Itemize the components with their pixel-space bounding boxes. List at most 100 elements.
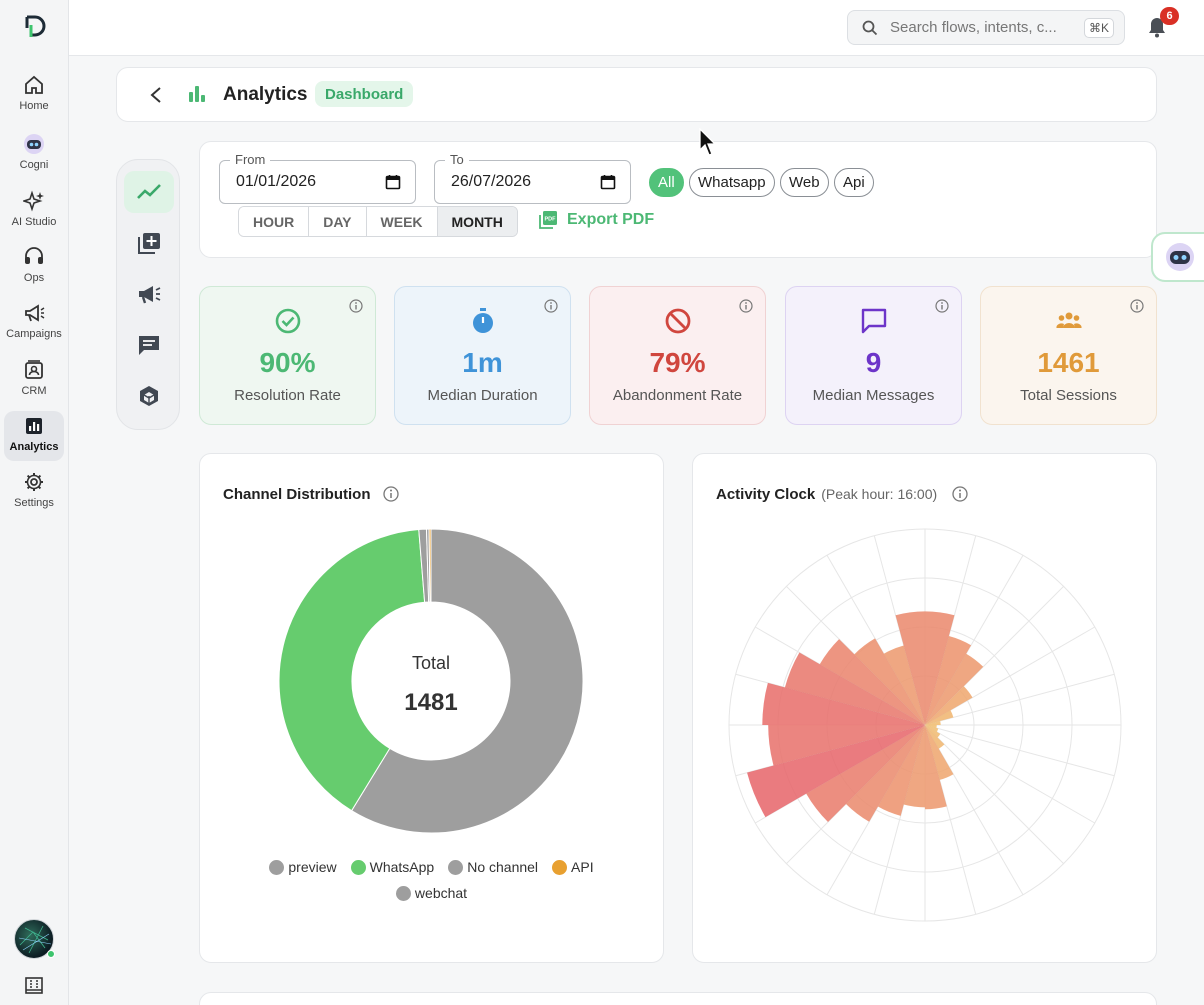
search-icon — [862, 20, 878, 35]
from-date-field[interactable]: From 01/01/2026 — [219, 152, 416, 204]
rail-campaigns-button[interactable] — [124, 273, 174, 315]
hour-bar-22[interactable] — [883, 645, 925, 725]
donut-chart: Total 1481 — [278, 528, 584, 834]
hour-bar-20[interactable] — [819, 639, 925, 725]
nav-item-settings[interactable]: Settings — [4, 467, 64, 517]
info-icon[interactable] — [349, 299, 363, 313]
message-icon — [861, 308, 886, 334]
info-icon[interactable] — [952, 486, 968, 502]
notification-badge: 6 — [1160, 7, 1179, 25]
hour-bar-23[interactable] — [895, 611, 925, 725]
hour-bar-2[interactable] — [925, 653, 984, 725]
nav-item-campaigns[interactable]: Campaigns — [4, 298, 64, 348]
nav-item-cogni[interactable]: Cogni — [4, 129, 64, 179]
bell-icon[interactable] — [1145, 15, 1169, 39]
calendar-icon[interactable] — [600, 174, 616, 190]
assistant-launcher[interactable] — [1151, 232, 1204, 282]
legend-item[interactable]: No channel — [448, 859, 538, 875]
stat-label: Median Messages — [812, 387, 935, 404]
donut-slice-api[interactable] — [428, 528, 432, 603]
legend-swatch — [395, 885, 411, 901]
legend-item[interactable]: webchat — [395, 885, 468, 901]
logo-icon[interactable] — [22, 14, 46, 40]
rail-trend-button[interactable] — [124, 171, 174, 213]
hour-bar-14[interactable] — [846, 725, 925, 822]
filters-panel: From 01/01/2026 To 26/07/2026 All Whatsa… — [199, 141, 1157, 258]
hour-bar-16[interactable] — [747, 725, 925, 818]
hour-bar-7[interactable] — [925, 725, 939, 732]
info-icon[interactable] — [739, 299, 753, 313]
granularity-week[interactable]: WEEK — [366, 207, 438, 236]
trend-line-icon — [137, 184, 161, 199]
building-icon[interactable] — [24, 975, 44, 995]
hour-bar-0[interactable] — [925, 611, 955, 725]
legend-swatch — [448, 859, 464, 875]
check-circle-icon — [275, 308, 300, 334]
legend-item[interactable]: WhatsApp — [350, 859, 435, 875]
chart-title: Activity Clock (Peak hour: 16:00) — [716, 486, 937, 503]
calendar-icon[interactable] — [385, 174, 401, 190]
nav-item-home[interactable]: Home — [4, 70, 64, 120]
channel-chip-all[interactable]: All — [649, 168, 684, 197]
stat-card-median-duration: 1m Median Duration — [394, 286, 571, 425]
info-icon[interactable] — [1130, 299, 1144, 313]
export-pdf-button[interactable]: PDF Export PDF — [538, 210, 654, 230]
megaphone-icon — [139, 286, 161, 304]
granularity-hour[interactable]: HOUR — [239, 207, 310, 236]
donut-slice-whatsapp[interactable] — [278, 528, 426, 812]
back-arrow-icon[interactable] — [147, 85, 165, 105]
hour-bar-12[interactable] — [903, 725, 925, 808]
hour-bar-9[interactable] — [925, 725, 945, 749]
pdf-icon: PDF — [539, 211, 557, 229]
hour-bar-8[interactable] — [925, 725, 941, 738]
granularity-month[interactable]: MONTH — [437, 207, 517, 236]
nav-item-analytics[interactable]: Analytics — [4, 411, 64, 461]
hour-bar-17[interactable] — [768, 725, 925, 766]
hour-bar-3[interactable] — [925, 686, 973, 725]
hour-bar-19[interactable] — [784, 652, 925, 725]
peak-hour-label: (Peak hour: 16:00) — [821, 486, 938, 502]
nav-label: Cogni — [19, 159, 49, 171]
nav-item-crm[interactable]: CRM — [4, 355, 64, 405]
hour-bar-15[interactable] — [806, 725, 925, 823]
info-icon[interactable] — [544, 299, 558, 313]
info-icon[interactable] — [383, 486, 399, 502]
legend-item[interactable]: API — [552, 859, 594, 875]
to-date-field[interactable]: To 26/07/2026 — [434, 152, 631, 204]
channel-chip-web[interactable]: Web — [780, 168, 829, 197]
add-library-icon — [138, 233, 160, 254]
legend-label: WhatsApp — [369, 859, 435, 875]
hour-bar-10[interactable] — [925, 725, 954, 780]
home-icon — [25, 75, 43, 94]
activity-clock-card: Activity Clock (Peak hour: 16:00) — [692, 453, 1157, 963]
search-input[interactable]: Search flows, intents, c... ⌘K — [847, 10, 1125, 45]
hour-bar-21[interactable] — [854, 638, 925, 725]
from-label: From — [230, 152, 271, 167]
legend-swatch — [552, 859, 568, 875]
legend-item[interactable]: preview — [269, 859, 337, 875]
legend-label: webchat — [414, 885, 468, 901]
channel-chip-api[interactable]: Api — [834, 168, 874, 197]
hour-bar-4[interactable] — [925, 710, 954, 725]
hour-bar-13[interactable] — [877, 725, 925, 816]
avatar[interactable] — [14, 919, 54, 959]
hour-bar-5[interactable] — [925, 720, 941, 725]
people-icon — [1055, 312, 1082, 328]
legend-label: preview — [288, 859, 337, 875]
hour-bar-18[interactable] — [762, 682, 925, 725]
nav-item-ai-studio[interactable]: AI Studio — [4, 186, 64, 236]
channel-chip-whatsapp[interactable]: Whatsapp — [689, 168, 775, 197]
granularity-day[interactable]: DAY — [309, 207, 367, 236]
nav-item-ops[interactable]: Ops — [4, 242, 64, 292]
hour-bar-1[interactable] — [925, 636, 972, 725]
hour-bar-11[interactable] — [925, 725, 947, 810]
nav-label: Ops — [23, 272, 45, 284]
donut-slice-preview[interactable] — [350, 528, 584, 834]
rail-messages-button[interactable] — [124, 324, 174, 366]
legend-swatch — [269, 859, 285, 875]
left-nav: Home Cogni AI Studio Ops Campaigns CRM A… — [0, 0, 69, 1005]
hour-bar-6[interactable] — [925, 725, 937, 729]
rail-add-report-button[interactable] — [124, 222, 174, 264]
rail-model-button[interactable] — [124, 375, 174, 417]
info-icon[interactable] — [935, 299, 949, 313]
